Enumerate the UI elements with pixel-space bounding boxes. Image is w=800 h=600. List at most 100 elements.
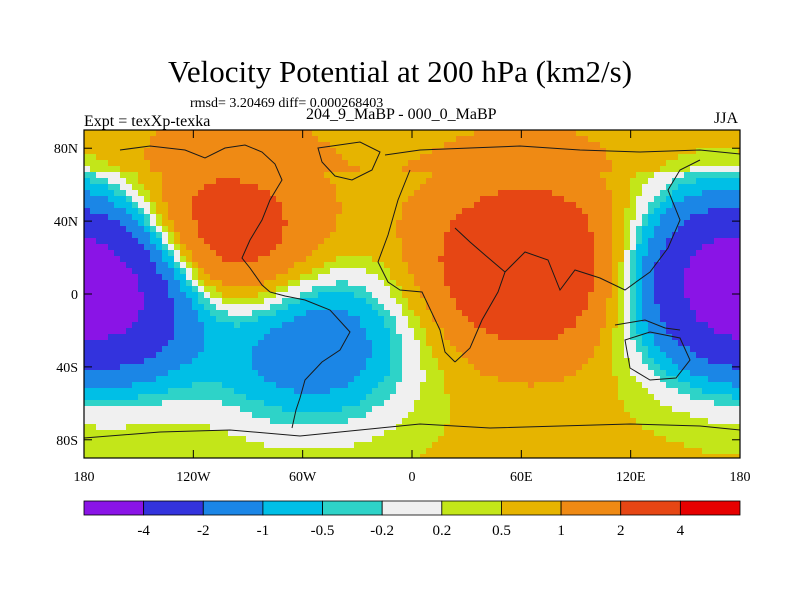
contour-cell <box>432 340 439 347</box>
contour-cell <box>192 166 199 173</box>
contour-cell <box>300 400 307 407</box>
contour-cell <box>318 310 325 317</box>
contour-cell <box>204 394 211 401</box>
contour-cell <box>354 244 361 251</box>
contour-cell <box>480 376 487 383</box>
contour-cell <box>564 226 571 233</box>
contour-cell <box>264 334 271 341</box>
contour-cell <box>462 394 469 401</box>
contour-cell <box>444 310 451 317</box>
contour-cell <box>432 154 439 161</box>
contour-cell <box>444 190 451 197</box>
contour-cell <box>180 148 187 155</box>
contour-cell <box>618 208 625 215</box>
contour-cell <box>246 280 253 287</box>
contour-cell <box>672 388 679 395</box>
contour-cell <box>456 286 463 293</box>
contour-cell <box>618 226 625 233</box>
contour-cell <box>84 274 91 281</box>
contour-cell <box>480 286 487 293</box>
contour-cell <box>330 352 337 359</box>
contour-cell <box>84 172 91 179</box>
contour-cell <box>516 346 523 353</box>
contour-cell <box>732 190 739 197</box>
contour-cell <box>360 250 367 257</box>
contour-cell <box>402 382 409 389</box>
contour-cell <box>270 178 277 185</box>
contour-cell <box>582 304 589 311</box>
contour-cell <box>528 190 535 197</box>
contour-cell <box>630 358 637 365</box>
contour-cell <box>684 166 691 173</box>
contour-cell <box>120 310 127 317</box>
contour-cell <box>696 208 703 215</box>
contour-cell <box>702 130 709 137</box>
contour-cell <box>354 340 361 347</box>
contour-cell <box>474 202 481 209</box>
contour-cell <box>252 196 259 203</box>
contour-cell <box>684 328 691 335</box>
contour-cell <box>666 172 673 179</box>
contour-cell <box>288 148 295 155</box>
contour-cell <box>234 346 241 353</box>
contour-cell <box>660 208 667 215</box>
contour-cell <box>690 208 697 215</box>
contour-cell <box>300 136 307 143</box>
contour-cell <box>672 166 679 173</box>
contour-cell <box>726 364 733 371</box>
contour-cell <box>306 286 313 293</box>
contour-cell <box>420 202 427 209</box>
contour-cell <box>708 298 715 305</box>
contour-cell <box>126 244 133 251</box>
contour-cell <box>696 130 703 137</box>
contour-cell <box>474 322 481 329</box>
contour-cell <box>264 322 271 329</box>
contour-cell <box>126 370 133 377</box>
contour-cell <box>276 130 283 137</box>
contour-cell <box>618 184 625 191</box>
contour-cell <box>594 352 601 359</box>
contour-cell <box>684 172 691 179</box>
contour-cell <box>528 256 535 263</box>
contour-cell <box>492 352 499 359</box>
contour-cell <box>366 196 373 203</box>
contour-cell <box>312 250 319 257</box>
contour-cell <box>384 358 391 365</box>
contour-cell <box>618 160 625 167</box>
contour-cell <box>216 400 223 407</box>
contour-cell <box>210 364 217 371</box>
contour-cell <box>486 388 493 395</box>
contour-cell <box>150 214 157 221</box>
contour-cell <box>216 322 223 329</box>
contour-cell <box>636 334 643 341</box>
contour-cell <box>462 202 469 209</box>
contour-cell <box>354 286 361 293</box>
contour-cell <box>480 232 487 239</box>
contour-cell <box>672 394 679 401</box>
contour-cell <box>108 364 115 371</box>
contour-cell <box>480 256 487 263</box>
contour-cell <box>648 220 655 227</box>
contour-cell <box>426 316 433 323</box>
contour-cell <box>546 214 553 221</box>
contour-cell <box>294 148 301 155</box>
contour-cell <box>726 208 733 215</box>
contour-cell <box>174 148 181 155</box>
contour-cell <box>198 148 205 155</box>
contour-cell <box>504 160 511 167</box>
contour-cell <box>600 346 607 353</box>
contour-cell <box>114 364 121 371</box>
contour-cell <box>150 256 157 263</box>
contour-cell <box>186 238 193 245</box>
contour-cell <box>450 286 457 293</box>
contour-cell <box>516 268 523 275</box>
contour-cell <box>408 244 415 251</box>
contour-cell <box>618 298 625 305</box>
contour-cell <box>234 286 241 293</box>
contour-cell <box>84 160 91 167</box>
contour-cell <box>672 262 679 269</box>
contour-cell <box>684 394 691 401</box>
contour-cell <box>252 148 259 155</box>
contour-cell <box>552 202 559 209</box>
contour-cell <box>642 142 649 149</box>
